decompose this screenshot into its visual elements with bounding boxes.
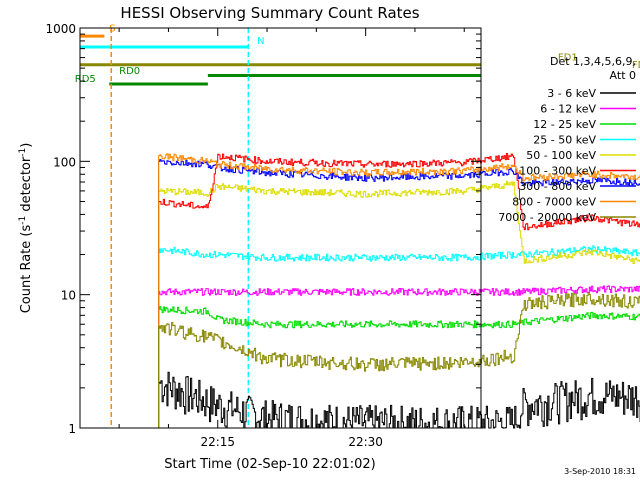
series-line-6 xyxy=(158,159,640,428)
series-line-7 xyxy=(158,153,640,428)
mode-change-layer xyxy=(110,28,250,428)
series-line-0 xyxy=(158,371,640,429)
flag-label-fd2: FD2 xyxy=(632,60,640,71)
series-line-2 xyxy=(158,306,640,428)
legend-label: 100 - 300 keV xyxy=(519,165,596,178)
legend-label: 6 - 12 keV xyxy=(540,103,596,116)
flag-label-fd1: FD1 xyxy=(558,53,578,64)
legend-label: 3 - 6 keV xyxy=(547,87,596,100)
x-tick-label: 22:15 xyxy=(200,435,235,449)
x-axis-label: Start Time (02-Sep-10 22:01:02) xyxy=(164,457,375,472)
y-axis-label-main: Count Rate (s xyxy=(19,225,34,314)
legend: Det 1,3,4,5,6,9, Att 0 3 - 6 keV 6 - 12 k… xyxy=(498,55,636,224)
legend-title: Det 1,3,4,5,6,9, xyxy=(550,55,636,68)
y-tick-label: 100 xyxy=(53,155,76,169)
legend-subtitle: Att 0 xyxy=(610,69,636,82)
y-axis-label-end: ) xyxy=(19,143,34,148)
axes-layer: 22:15 22:30 1 10 100 1000 xyxy=(45,22,481,449)
flag-layer: S N FD1 FD2 RD0 RD5 xyxy=(75,24,640,86)
chart-title: HESSI Observing Summary Count Rates xyxy=(120,4,419,22)
series-line-4 xyxy=(158,180,640,428)
legend-label: 12 - 25 keV xyxy=(533,118,596,131)
flag-label-s: S xyxy=(109,24,115,35)
y-axis-label-sup2: -1 xyxy=(18,148,28,157)
flag-label-rd0: RD0 xyxy=(119,66,140,77)
legend-label: 7000 - 20000 keV xyxy=(498,211,596,224)
legend-label: 800 - 7000 keV xyxy=(512,196,596,209)
flag-label-n: N xyxy=(257,36,264,47)
plot-frame xyxy=(79,27,482,429)
legend-label: 25 - 50 keV xyxy=(533,134,596,147)
legend-label: 50 - 100 keV xyxy=(526,149,596,162)
y-tick-label: 10 xyxy=(61,289,76,303)
y-axis-label: Count Rate (s-1 detector-1) xyxy=(18,143,34,314)
series-line-3 xyxy=(158,245,640,428)
y-axis-label-mid: detector xyxy=(19,156,34,216)
x-tick-label: 22:30 xyxy=(348,435,383,449)
series-line-5 xyxy=(158,153,640,428)
y-axis-label-sup1: -1 xyxy=(18,216,28,225)
flag-label-rd5: RD5 xyxy=(75,74,96,85)
y-tick-label: 1 xyxy=(68,422,76,436)
series-line-8 xyxy=(158,292,640,428)
footer-timestamp: 3-Sep-2010 18:31 xyxy=(564,467,636,476)
legend-label: 300 - 800 keV xyxy=(519,180,596,193)
y-tick-label: 1000 xyxy=(45,22,76,36)
